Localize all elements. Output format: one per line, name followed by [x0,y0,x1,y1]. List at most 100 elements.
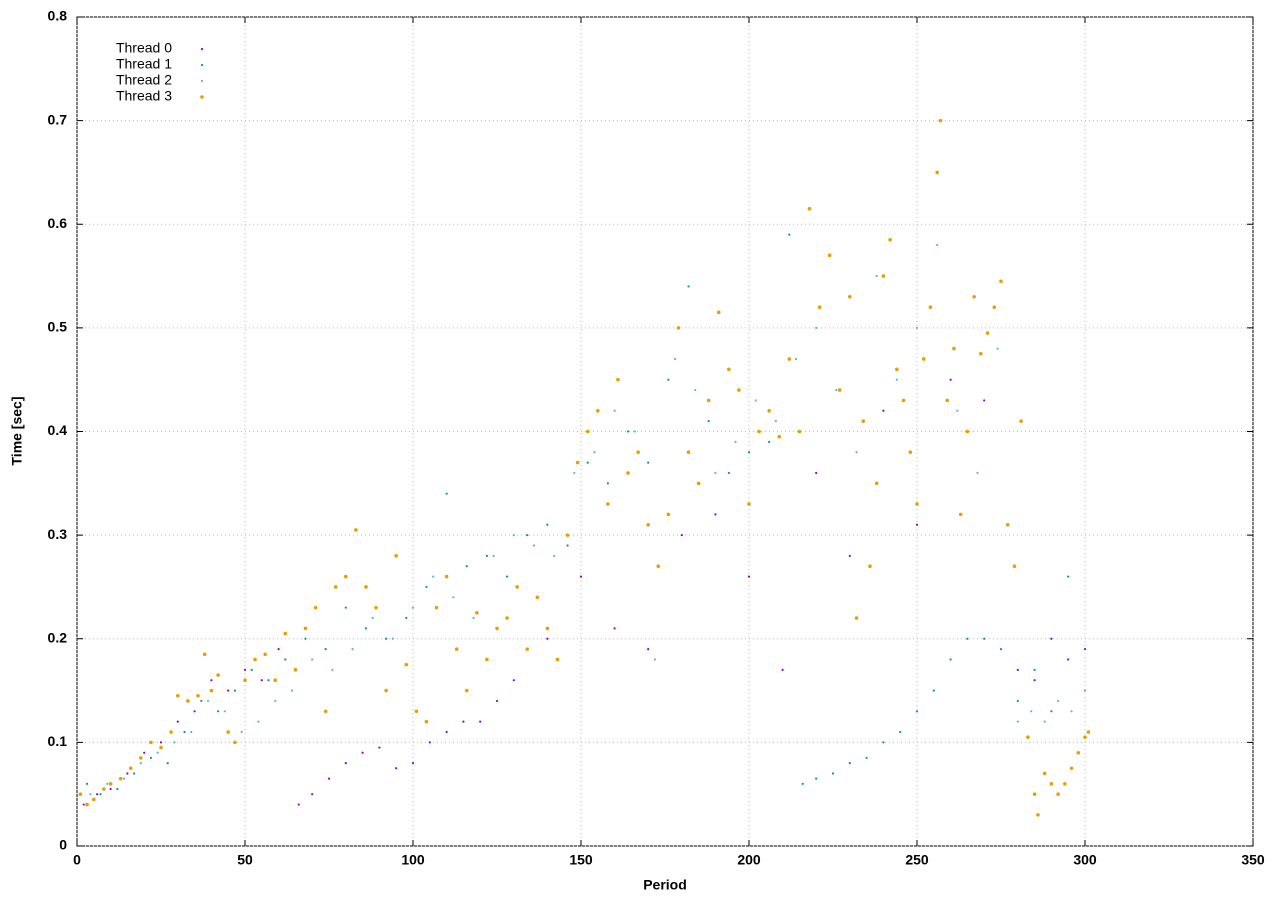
data-point [485,554,489,557]
data-point [505,616,509,620]
data-point [575,460,580,465]
data-point [1070,710,1073,713]
data-point [653,658,657,661]
data-point [965,429,970,434]
data-point [512,534,515,537]
x-tick-label: 150 [569,852,593,868]
data-point [694,388,697,392]
x-tick-label: 350 [1241,852,1265,868]
data-point [901,398,906,403]
data-point [126,772,129,775]
data-point [1050,637,1053,640]
data-point [586,461,589,464]
data-point [1067,575,1070,578]
data-point [958,512,963,517]
data-point [445,730,448,734]
data-point [233,740,237,745]
data-point [260,679,263,682]
data-point [293,668,298,672]
data-point [454,647,459,651]
legend-label: Thread 2 [116,72,172,88]
data-point [331,668,334,671]
data-point [895,378,898,381]
data-point [465,565,468,568]
data-point [1005,522,1010,527]
data-point [949,658,952,661]
data-point [979,351,983,356]
data-point [133,772,136,775]
data-point [1019,419,1023,423]
data-point [831,772,835,775]
y-tick-label: 0.6 [48,215,68,231]
data-point [492,554,495,557]
data-point [263,652,267,657]
data-point [666,512,671,517]
data-point [515,585,519,589]
data-point [747,575,751,578]
data-point [85,802,89,807]
data-point [394,554,399,558]
data-point [774,420,777,423]
data-point [525,647,530,651]
data-point [354,528,358,532]
data-point [139,762,142,765]
data-point [899,730,902,734]
data-point [311,793,314,796]
data-point [428,741,431,744]
data-point [972,294,976,299]
data-point [128,766,133,771]
data-point [240,730,243,734]
data-point [767,408,771,413]
data-point [267,679,270,682]
data-point [606,502,610,506]
data-point [226,730,230,734]
data-point [102,787,106,791]
data-point [616,377,620,382]
data-point [686,450,691,455]
data-point [156,751,159,754]
data-point [546,637,549,640]
data-point [707,420,710,423]
data-point [404,662,409,667]
data-point [445,492,448,495]
x-tick-label: 200 [737,852,761,868]
data-point [1032,792,1037,796]
data-point [274,699,277,703]
data-point [1083,648,1087,651]
data-point [311,658,314,661]
y-axis-label: Time [sec] [9,397,25,466]
x-tick-label: 0 [73,852,81,868]
x-tick-label: 50 [237,852,253,868]
data-point [159,745,163,750]
x-axis-label: Period [643,877,687,893]
data-point [992,305,997,309]
data-point [553,554,556,557]
data-point [526,534,529,537]
data-point [1043,720,1046,723]
data-point [361,751,364,754]
data-point [462,720,465,723]
data-point [606,482,609,485]
data-point [555,657,560,662]
data-point [546,523,549,526]
data-point [945,398,950,403]
data-point [573,471,576,475]
data-point [323,709,328,714]
data-point [149,756,153,760]
data-point [327,777,331,780]
data-point [243,678,247,682]
data-point [297,803,300,806]
data-point [364,585,368,589]
data-point [1049,782,1054,786]
data-point [714,471,717,475]
data-point [1033,679,1036,682]
data-point [108,782,113,786]
data-point [324,648,327,651]
data-point [405,616,408,620]
data-point [485,657,489,662]
data-point [351,648,354,651]
data-point [333,585,338,589]
x-tick-label: 250 [905,852,929,868]
data-point [186,699,190,703]
data-point [985,331,990,335]
